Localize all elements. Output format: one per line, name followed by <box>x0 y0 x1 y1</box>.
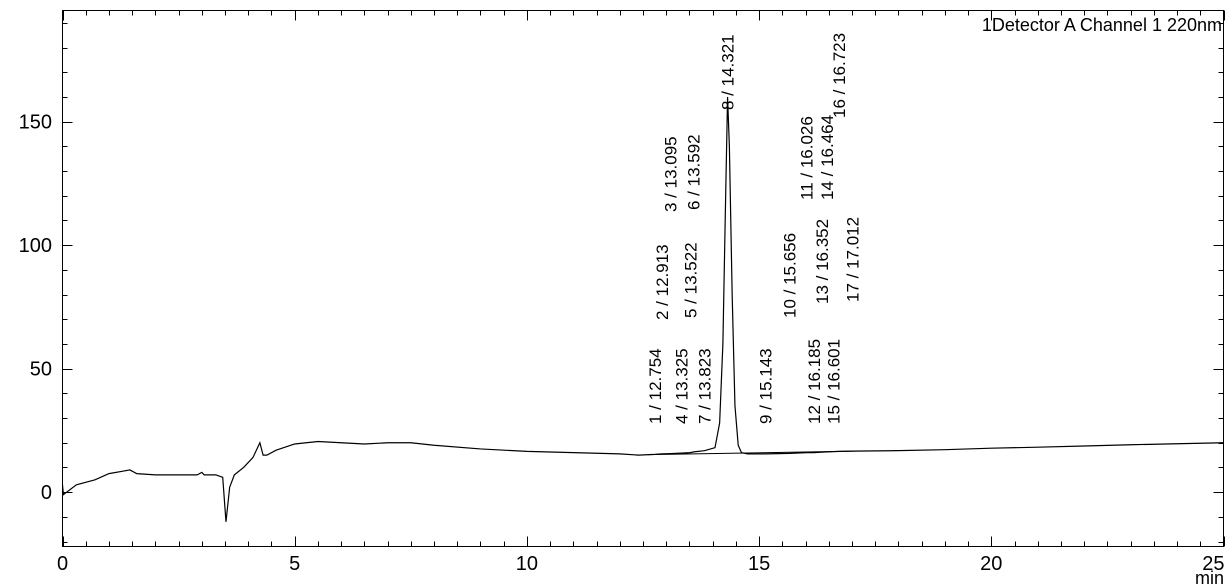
peak-label: 15 / 16.601 <box>825 339 844 424</box>
peak-label: 10 / 15.656 <box>781 233 800 318</box>
x-tick-labels: 0 5 10 15 20 25 <box>57 553 1225 575</box>
peak-label: 8 / 14.321 <box>719 34 738 110</box>
detector-label: 1Detector A Channel 1 220nm <box>982 15 1222 35</box>
y-tick-label: 50 <box>30 359 52 381</box>
peak-label: 16 / 16.723 <box>830 33 849 118</box>
peak-label: 6 / 13.592 <box>685 134 704 210</box>
x-tick-label: 25 <box>1202 553 1224 575</box>
peak-label: 9 / 15.143 <box>757 348 776 424</box>
peak-label: 4 / 13.325 <box>672 348 691 424</box>
peak-label: 3 / 13.095 <box>662 136 681 212</box>
peak-label: 12 / 16.185 <box>805 339 824 424</box>
y-tick-label: 0 <box>41 482 52 504</box>
chromatogram-trace <box>61 96 1224 522</box>
x-axis-label: min <box>1195 568 1224 588</box>
peak-label: 11 / 16.026 <box>798 116 817 200</box>
peak-label: 13 / 16.352 <box>813 219 832 304</box>
x-tick-label: 20 <box>980 553 1002 575</box>
peak-labels: 1 / 12.754 2 / 12.913 3 / 13.095 4 / 13.325… <box>646 33 863 424</box>
y-tick-label: 100 <box>19 235 52 257</box>
peak-label: 5 / 13.522 <box>682 242 701 318</box>
y-tick-labels: 0 50 100 150 <box>19 112 52 505</box>
peak-label: 17 / 17.012 <box>844 217 863 302</box>
x-tick-label: 10 <box>516 553 538 575</box>
axis-ticks <box>62 10 1225 547</box>
x-tick-label: 5 <box>289 553 300 575</box>
peak-label: 14 / 16.464 <box>818 115 837 200</box>
y-tick-label: 150 <box>19 112 52 134</box>
peak-label: 2 / 12.913 <box>653 244 672 320</box>
x-tick-label: 15 <box>748 553 770 575</box>
x-tick-label: 0 <box>57 553 68 575</box>
peak-label: 1 / 12.754 <box>646 348 665 424</box>
peak-label: 7 / 13.823 <box>695 348 714 424</box>
